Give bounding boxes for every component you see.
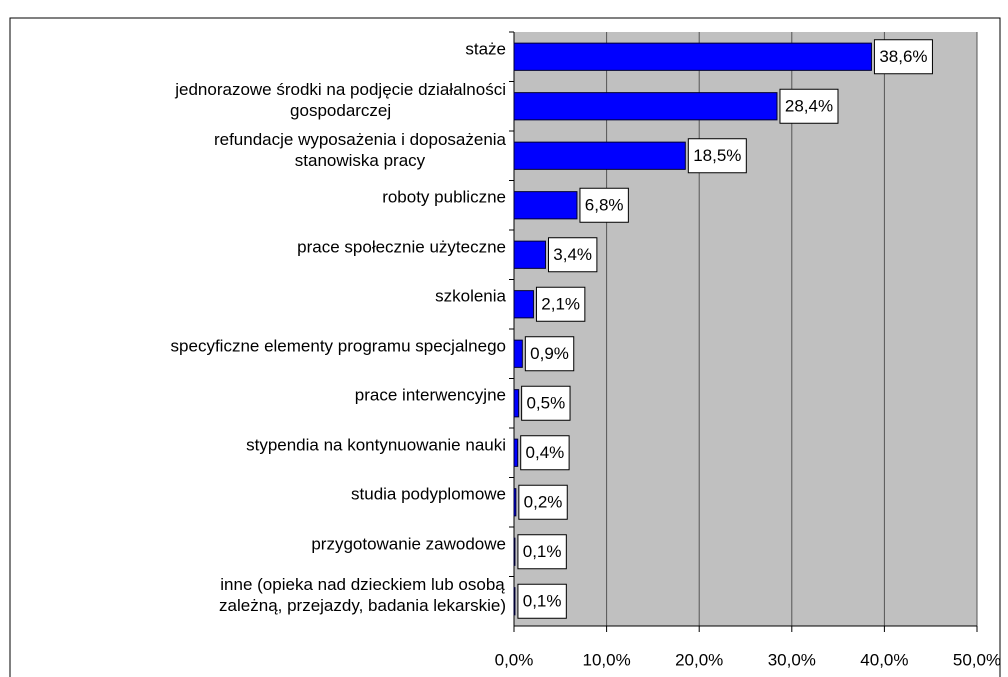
value-label-box xyxy=(873,39,933,75)
y-tick-label: stypendia na kontynuowanie nauki xyxy=(246,435,506,455)
value-label: 0,1% xyxy=(523,542,562,561)
bar xyxy=(513,537,516,566)
value-label-box xyxy=(524,336,575,372)
y-tick-label: refundacje wyposażenia i doposażenia sta… xyxy=(213,129,506,170)
value-label-box xyxy=(779,88,839,124)
bar xyxy=(513,240,546,269)
y-tick-label: jednorazowe środki na podjęcie działalno… xyxy=(175,80,506,121)
value-label: 6,8% xyxy=(585,196,624,215)
value-label-box xyxy=(517,534,567,570)
y-tick-label: staże xyxy=(465,39,506,59)
bar xyxy=(513,290,534,319)
x-tick-label: 40,0% xyxy=(860,650,908,669)
value-label-box xyxy=(547,237,598,273)
bar xyxy=(513,141,686,170)
bar xyxy=(513,587,516,616)
value-label-box xyxy=(579,187,629,223)
bar xyxy=(513,42,872,71)
value-label-box xyxy=(535,286,586,322)
value-label-box xyxy=(518,484,568,520)
value-label: 28,4% xyxy=(785,97,833,116)
bar xyxy=(513,191,578,220)
value-label: 18,5% xyxy=(693,146,741,165)
value-label: 3,4% xyxy=(553,245,592,264)
y-tick-label: przygotowanie zawodowe xyxy=(311,534,506,554)
value-label-box xyxy=(521,385,571,421)
x-tick-label: 50,0% xyxy=(953,650,1001,669)
value-label-box xyxy=(687,138,747,174)
value-label-box xyxy=(517,583,567,619)
y-tick-label: specyficzne elementy programu specjalneg… xyxy=(170,336,506,356)
value-label: 2,1% xyxy=(541,295,580,314)
value-label: 0,1% xyxy=(523,592,562,611)
bar xyxy=(513,339,523,368)
value-label-box xyxy=(520,435,570,471)
y-tick-label: prace społecznie użyteczne xyxy=(297,237,506,257)
value-label: 0,2% xyxy=(524,493,563,512)
bar xyxy=(513,438,519,467)
bar xyxy=(513,389,520,418)
x-tick-label: 0,0% xyxy=(495,650,534,669)
bar xyxy=(513,92,778,121)
value-label: 0,5% xyxy=(526,394,565,413)
x-tick-label: 30,0% xyxy=(768,650,816,669)
y-tick-label: roboty publiczne xyxy=(382,187,506,207)
value-label: 0,9% xyxy=(530,344,569,363)
chart-frame xyxy=(9,17,1001,677)
y-tick-label: szkolenia xyxy=(435,286,506,306)
y-tick-label: prace interwencyjne xyxy=(354,385,506,405)
bar xyxy=(513,488,517,517)
x-tick-label: 20,0% xyxy=(675,650,723,669)
y-tick-label: inne (opieka nad dzieckiem lub osobą zal… xyxy=(219,575,506,616)
y-tick-label: studia podyplomowe xyxy=(351,484,506,504)
value-label: 38,6% xyxy=(879,47,927,66)
x-tick-label: 10,0% xyxy=(582,650,630,669)
value-label: 0,4% xyxy=(526,443,565,462)
plot-area xyxy=(514,32,977,626)
